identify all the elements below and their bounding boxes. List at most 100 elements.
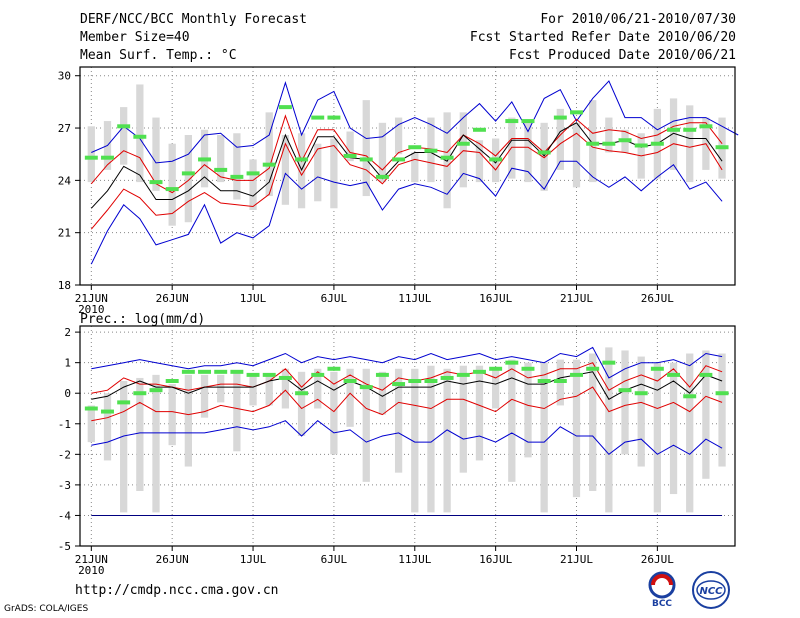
- temp-observed-marker: [327, 115, 341, 120]
- produced-date: Fcst Produced Date 2010/06/21: [509, 48, 736, 63]
- prec-observed-marker: [343, 379, 357, 383]
- prec-xtick-label: 21JUL: [560, 553, 593, 566]
- prec-xtick-label: 6JUL: [321, 553, 348, 566]
- prec-spread-box: [281, 368, 290, 409]
- temp-spread-box: [540, 122, 548, 191]
- temp-observed-marker: [489, 157, 503, 162]
- temp-line-upper-outer: [91, 80, 739, 164]
- temp-xtick-label: 26JUN: [156, 292, 189, 305]
- prec-observed-marker: [650, 366, 664, 371]
- prec-observed-marker: [699, 372, 713, 377]
- temp-observed-marker: [699, 124, 713, 129]
- prec-spread-box: [427, 365, 435, 513]
- temp-spread-box: [508, 117, 516, 179]
- prec-spread-box: [346, 368, 354, 427]
- prec-spread-box: [120, 381, 128, 513]
- prec-spread-box: [217, 374, 225, 403]
- prec-spread-box: [314, 368, 322, 409]
- prec-spread-box: [362, 368, 370, 482]
- prec-observed-marker: [537, 379, 551, 383]
- temp-spread-box: [572, 122, 581, 188]
- prec-spread-box: [621, 350, 629, 455]
- temp-spread-box: [589, 100, 597, 183]
- temp-spread-box: [217, 135, 225, 183]
- temp-observed-marker: [101, 155, 114, 160]
- temp-spread-box: [669, 98, 678, 170]
- temp-spread-box: [184, 135, 192, 223]
- temp-observed-marker: [262, 162, 276, 167]
- prec-spread-box: [136, 377, 144, 491]
- prec-spread-box: [589, 353, 597, 491]
- prec-observed-marker: [359, 385, 373, 390]
- variable-label: Mean Surf. Temp.: °C: [80, 48, 237, 63]
- prec-spread-box: [394, 368, 403, 473]
- temp-observed-marker: [408, 145, 422, 150]
- temp-xtick-label: 6JUL: [321, 292, 348, 305]
- temp-ytick-label: 24: [58, 174, 72, 187]
- temp-spread-box: [394, 117, 403, 155]
- prec-observed-marker: [634, 391, 648, 396]
- temp-spread-box: [459, 112, 467, 188]
- prec-spread-box: [168, 384, 176, 446]
- prec-observed-marker: [683, 394, 697, 399]
- prec-spread-box: [443, 368, 451, 513]
- prec-spread-box: [718, 353, 726, 467]
- temp-observed-marker: [149, 180, 163, 185]
- prec-xtick-label: 1JUL: [240, 553, 267, 566]
- prec-spread-box: [378, 371, 387, 415]
- temp-observed-marker: [84, 155, 98, 160]
- temp-spread-box: [475, 140, 484, 183]
- prec-observed-marker: [618, 388, 632, 393]
- prec-spread-box: [637, 356, 645, 467]
- temp-spread-box: [168, 143, 176, 226]
- temp-ytick-label: 30: [58, 70, 71, 83]
- temp-ytick-label: 18: [58, 279, 71, 292]
- prec-spread-box: [87, 405, 95, 443]
- prec-xtick-label: 16JUL: [479, 553, 512, 566]
- temp-observed-marker: [570, 110, 583, 115]
- svg-text:BCC: BCC: [652, 599, 672, 608]
- prec-xtick-label: 21JUN: [75, 553, 108, 566]
- prec-year-label: 2010: [78, 564, 105, 577]
- prec-ytick-label: -5: [58, 540, 71, 553]
- temp-observed-marker: [311, 115, 325, 120]
- temp-spread-box: [249, 159, 257, 211]
- prec-observed-marker: [440, 375, 454, 380]
- prec-line-upper-inner: [91, 362, 723, 394]
- temp-observed-marker: [198, 157, 211, 162]
- temp-observed-marker: [375, 174, 389, 179]
- temp-spread-box: [136, 84, 144, 183]
- temp-xtick-label: 11JUL: [398, 292, 431, 305]
- prec-ytick-label: 2: [64, 326, 71, 339]
- temp-observed-marker: [165, 187, 179, 192]
- prec-line-lower-inner: [91, 386, 723, 422]
- temp-observed-marker: [230, 174, 244, 179]
- temp-line-lower-outer: [90, 160, 723, 265]
- temp-line-upper-inner: [90, 114, 723, 194]
- temp-observed-marker: [214, 167, 228, 172]
- prec-line-upper-outer: [91, 346, 723, 379]
- prec-observed-marker: [553, 379, 567, 383]
- temp-observed-marker: [133, 134, 147, 139]
- prec-observed-marker: [570, 372, 583, 377]
- temp-observed-marker: [553, 115, 567, 120]
- prec-xtick-label: 26JUN: [156, 553, 189, 566]
- prec-observed-marker: [311, 372, 325, 377]
- prec-observed-marker: [149, 388, 163, 393]
- prec-spread-box: [411, 368, 419, 513]
- prec-observed-marker: [278, 375, 292, 380]
- svg-text:NCC: NCC: [699, 586, 723, 597]
- temp-observed-marker: [278, 105, 292, 110]
- footer-url[interactable]: http://cmdp.ncc.cma.gov.cn: [75, 583, 279, 598]
- prec-ytick-label: -2: [58, 448, 71, 461]
- prec-observed-marker: [117, 400, 131, 405]
- temp-spread-box: [281, 135, 290, 205]
- bcc-logo: BCC: [648, 571, 676, 608]
- temp-spread-box: [330, 138, 338, 209]
- temp-spread-box: [346, 131, 354, 162]
- prec-observed-marker: [327, 366, 341, 371]
- temp-spread-box: [378, 122, 387, 183]
- prec-observed-marker: [456, 372, 470, 377]
- temp-observed-marker: [650, 141, 664, 146]
- temp-observed-marker: [537, 150, 551, 155]
